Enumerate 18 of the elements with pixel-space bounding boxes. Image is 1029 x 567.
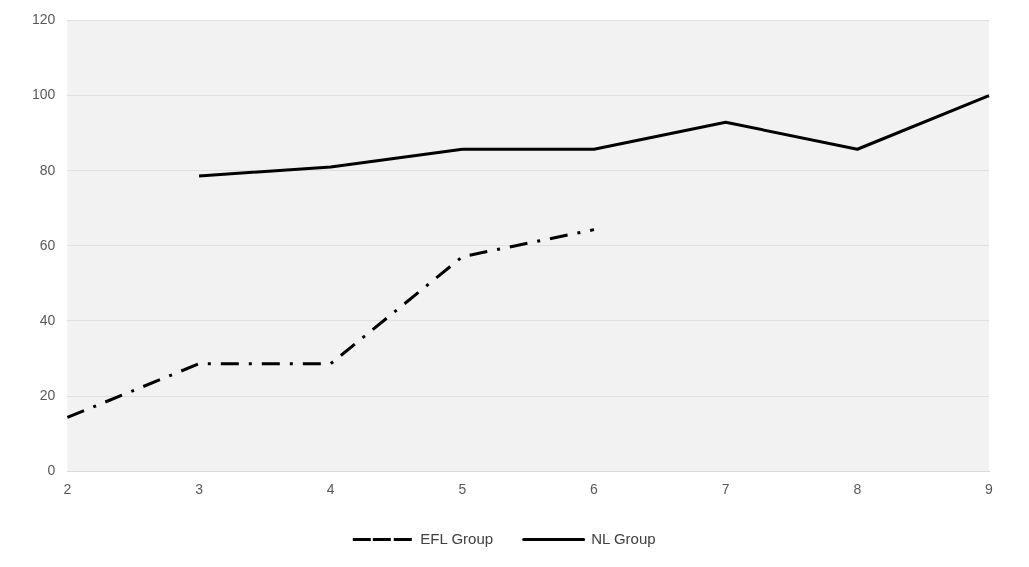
x-tick-label: 3 bbox=[195, 481, 204, 498]
y-tick-label: 100 bbox=[32, 86, 56, 103]
y-tick-label: 80 bbox=[39, 161, 56, 178]
y-tick-label: 0 bbox=[47, 462, 56, 479]
legend-label: NL Group bbox=[591, 529, 656, 547]
x-tick-label: 2 bbox=[63, 481, 72, 498]
y-tick-label: 60 bbox=[39, 236, 56, 253]
x-tick-label: 7 bbox=[721, 481, 730, 498]
x-tick-label: 4 bbox=[326, 481, 335, 498]
y-tick-label: 40 bbox=[39, 311, 56, 328]
legend-label: EFL Group bbox=[420, 529, 494, 547]
line-series bbox=[65, 228, 596, 419]
x-tick-label: 6 bbox=[590, 481, 599, 498]
x-tick-label: 8 bbox=[853, 481, 862, 498]
y-tick-label: 20 bbox=[39, 386, 56, 403]
x-tick-label: 5 bbox=[458, 481, 467, 498]
x-tick-label: 9 bbox=[985, 481, 994, 498]
y-tick-label: 120 bbox=[32, 11, 56, 28]
